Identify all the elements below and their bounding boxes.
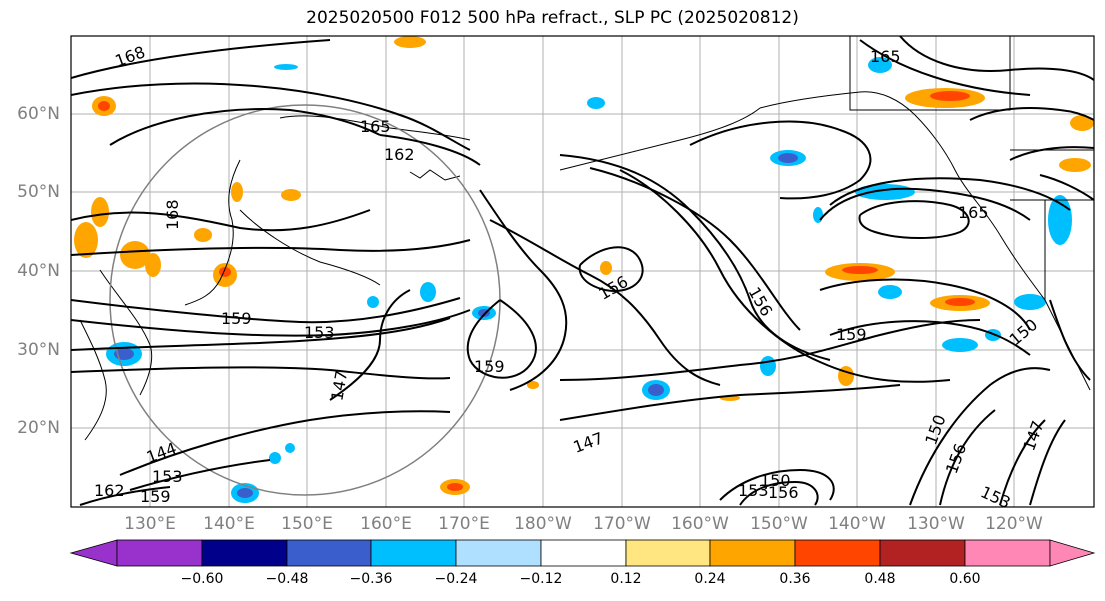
contour-label: 165	[360, 117, 391, 136]
patch-orange	[600, 261, 612, 275]
colorbar-extend-high	[1049, 539, 1096, 567]
colorbar-tick: 0.12	[610, 571, 642, 587]
patch-blue	[868, 57, 892, 73]
patch-orange	[527, 381, 539, 389]
patch-blue	[855, 184, 915, 200]
colorbar-tick: −0.60	[180, 571, 224, 587]
colorbar-tick: 0.48	[864, 571, 896, 587]
patch-red	[98, 101, 110, 111]
lon-label: 140°W	[828, 514, 886, 534]
colorbar-swatch	[879, 539, 966, 567]
patch-orange	[145, 253, 161, 277]
patch-orange	[91, 197, 109, 227]
contour-label: 153	[738, 481, 769, 500]
patch-royal	[648, 384, 664, 396]
colorbar-swatch	[625, 539, 711, 567]
colorbar-swatch	[201, 539, 288, 567]
patch-red	[219, 267, 231, 277]
colorbar-swatch	[709, 539, 796, 567]
patch-red	[930, 91, 970, 101]
lon-label: 170°E	[438, 514, 490, 534]
colorbar-swatch	[964, 539, 1051, 567]
lon-label: 170°W	[593, 514, 651, 534]
lon-label: 130°E	[124, 514, 176, 534]
colorbar-extend-low	[69, 539, 118, 567]
lon-label: 160°E	[360, 514, 412, 534]
colorbar-tick: −0.24	[434, 571, 478, 587]
contour-label: 159	[221, 309, 252, 328]
lat-label: 50°N	[17, 182, 60, 202]
contour-label: 150	[760, 471, 791, 490]
patch-blue	[269, 452, 281, 464]
patch-orange	[194, 228, 212, 242]
patch-orange	[231, 182, 243, 202]
patch-blue	[760, 356, 776, 376]
patch-blue	[367, 296, 379, 308]
patch-orange	[1059, 158, 1091, 172]
patch-orange	[394, 36, 426, 48]
contour-label: 165	[870, 47, 901, 66]
coastlines	[79, 91, 1091, 441]
patch-orange	[281, 189, 301, 201]
colorbar-tick: 0.36	[779, 571, 811, 587]
colorbar-swatch	[370, 539, 457, 567]
contour-label: 153	[152, 467, 183, 486]
patch-blue	[1014, 294, 1046, 310]
colorbar	[69, 539, 1096, 567]
contour-label: 162	[94, 481, 125, 500]
patch-blue	[878, 285, 902, 299]
colorbar-swatch	[794, 539, 881, 567]
slp-contours	[71, 36, 1094, 506]
colorbar-swatch	[116, 539, 203, 567]
patch-blue	[274, 64, 298, 70]
patch-orange	[120, 241, 150, 269]
patch-royal	[237, 488, 253, 498]
patch-blue	[285, 443, 295, 453]
contour-label: 156	[768, 483, 799, 502]
colorbar-tick: −0.36	[349, 571, 393, 587]
patch-royal	[778, 153, 798, 163]
lon-label: 130°W	[907, 514, 965, 534]
patch-blue	[942, 338, 978, 352]
patch-blue	[813, 207, 823, 223]
contour-label: 153	[304, 323, 335, 342]
patch-orange	[74, 222, 98, 258]
lon-label: 120°W	[985, 514, 1043, 534]
lat-label: 30°N	[17, 340, 60, 360]
colorbar-tick: 0.24	[694, 571, 726, 587]
contour-label: 162	[384, 145, 415, 164]
colorbar-swatch	[540, 539, 627, 567]
colorbar-swatch	[286, 539, 372, 567]
contour-label: 159	[140, 487, 171, 506]
map-title: 2025020500 F012 500 hPa refract., SLP PC…	[306, 8, 799, 28]
lat-label: 60°N	[17, 104, 60, 124]
patch-red	[842, 266, 878, 274]
colorbar-tick: −0.12	[519, 571, 563, 587]
contour-label: 159	[474, 357, 505, 376]
plot-frame	[70, 35, 1095, 508]
patch-red	[945, 298, 975, 306]
lat-label: 20°N	[17, 418, 60, 438]
patch-orange	[1070, 115, 1094, 131]
lon-label: 160°W	[671, 514, 729, 534]
patch-red	[447, 483, 463, 491]
colorbar-tick: −0.48	[265, 571, 309, 587]
colorbar-swatch	[455, 539, 542, 567]
contour-label: 165	[958, 203, 989, 222]
patch-blue	[587, 97, 605, 109]
lon-label: 150°E	[281, 514, 333, 534]
contour-label: 159	[836, 325, 867, 344]
lon-label: 140°E	[203, 514, 255, 534]
lon-label: 180°W	[514, 514, 572, 534]
patch-blue	[420, 282, 436, 302]
contour-label: 168	[163, 199, 182, 230]
lat-label: 40°N	[17, 261, 60, 281]
colorbar-tick: 0.60	[949, 571, 981, 587]
lon-label: 150°W	[750, 514, 808, 534]
